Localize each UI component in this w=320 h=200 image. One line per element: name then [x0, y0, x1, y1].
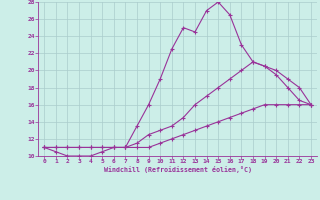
- X-axis label: Windchill (Refroidissement éolien,°C): Windchill (Refroidissement éolien,°C): [104, 166, 252, 173]
